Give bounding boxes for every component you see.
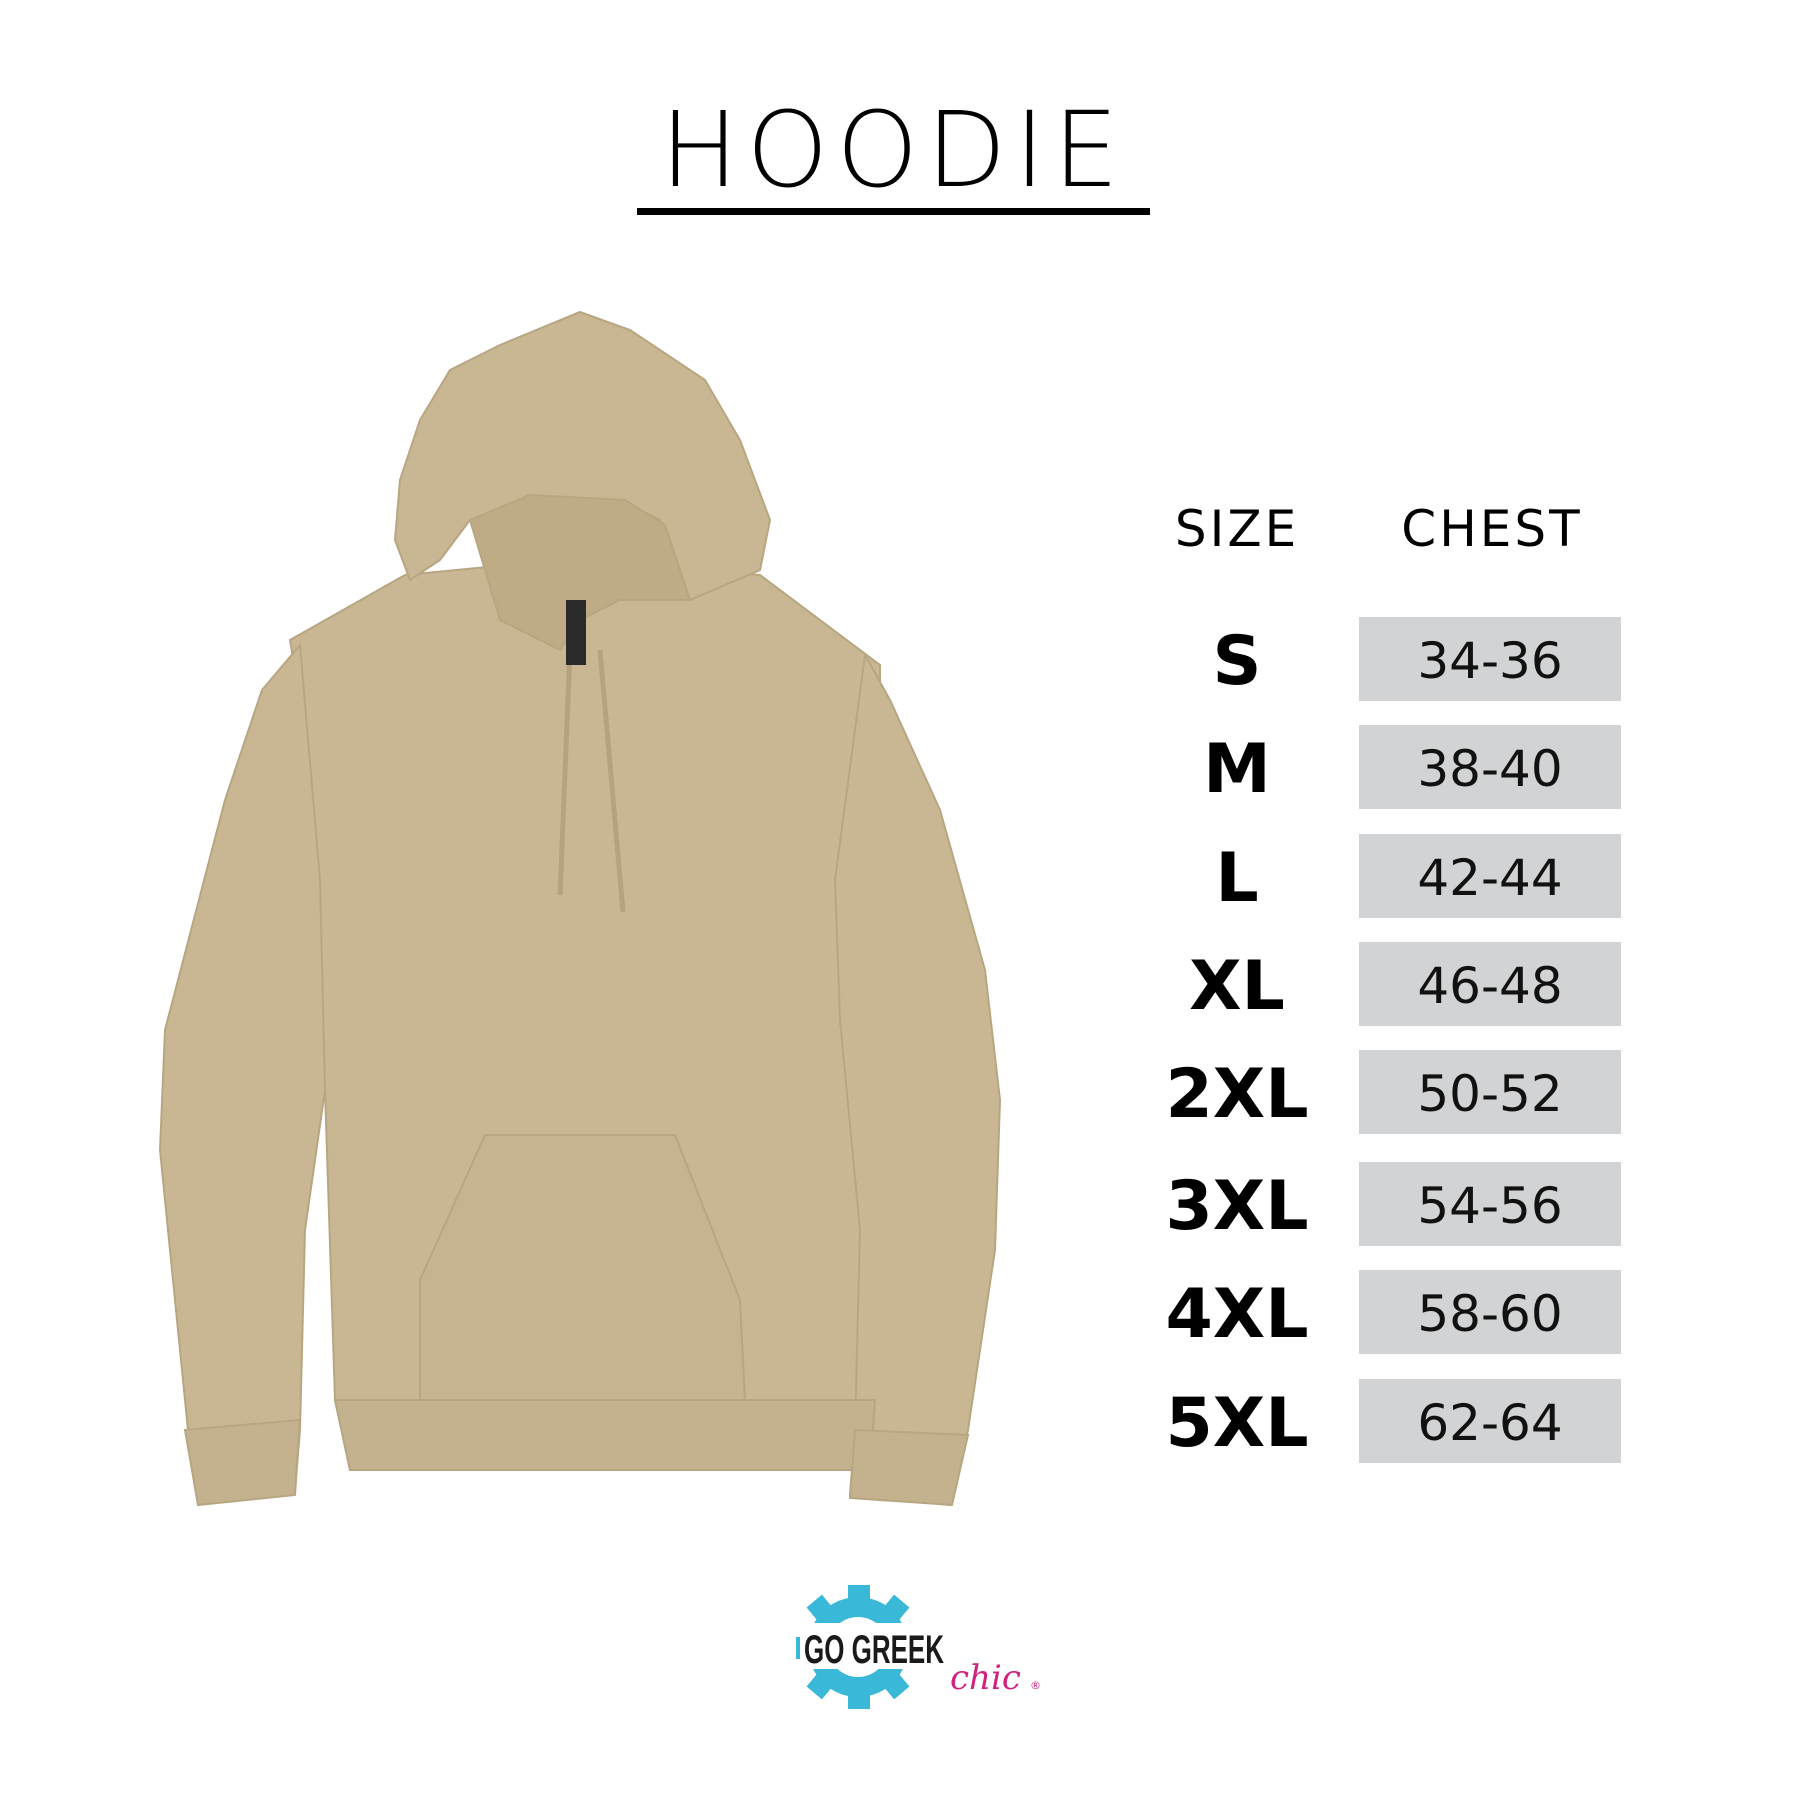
- size-label: M: [1203, 730, 1271, 809]
- size-header: SIZE: [1174, 500, 1300, 558]
- logo-main-text: GO GREEK: [804, 1628, 944, 1672]
- logo-script-text: chic: [950, 1658, 1021, 1698]
- chest-value: 34-36: [1359, 617, 1621, 701]
- page-title: HOODIE: [660, 89, 1127, 211]
- chest-header: CHEST: [1401, 500, 1583, 558]
- size-label: XL: [1189, 947, 1285, 1026]
- chest-value: 46-48: [1359, 942, 1621, 1026]
- size-label: 3XL: [1165, 1167, 1309, 1246]
- size-label: S: [1212, 622, 1262, 701]
- size-label: L: [1215, 839, 1259, 918]
- size-label: 4XL: [1165, 1275, 1309, 1354]
- go-greek-chic-logo: GO GREEK chic ®: [796, 1585, 1041, 1709]
- chest-value: 42-44: [1359, 834, 1621, 918]
- size-label: 2XL: [1165, 1055, 1309, 1134]
- chest-value: 54-56: [1359, 1162, 1621, 1246]
- registered-mark: ®: [1030, 1679, 1041, 1692]
- chest-value: 58-60: [1359, 1270, 1621, 1354]
- chest-value: 50-52: [1359, 1050, 1621, 1134]
- chest-value: 62-64: [1359, 1379, 1621, 1463]
- title-underline: [637, 208, 1150, 215]
- chest-value: 38-40: [1359, 725, 1621, 809]
- size-label: 5XL: [1165, 1384, 1309, 1463]
